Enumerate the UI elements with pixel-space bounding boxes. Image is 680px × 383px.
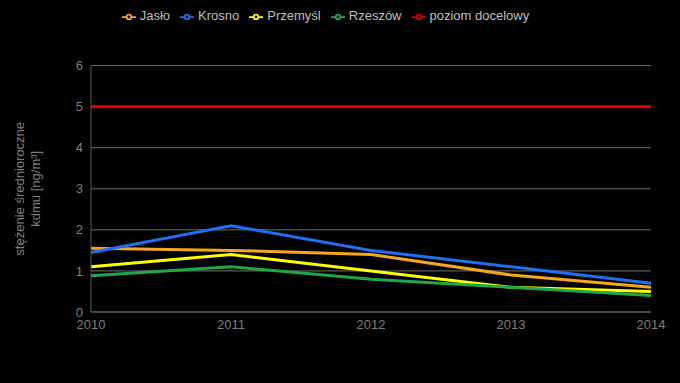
svg-text:2011: 2011 bbox=[217, 317, 245, 332]
svg-text:stężenie średniorocznekdmu [ng: stężenie średniorocznekdmu [ng/m³] bbox=[12, 122, 43, 256]
svg-text:3: 3 bbox=[76, 181, 83, 196]
svg-text:2010: 2010 bbox=[76, 317, 106, 333]
svg-text:2013: 2013 bbox=[497, 317, 526, 332]
svg-text:2012: 2012 bbox=[357, 317, 386, 332]
svg-text:2014: 2014 bbox=[637, 317, 666, 332]
html-text:Przemyśl: Przemyśl bbox=[267, 8, 321, 23]
svg-text:2: 2 bbox=[76, 222, 83, 237]
html-text:Rzeszów: Rzeszów bbox=[348, 8, 402, 23]
html-text:poziom docelowy: poziom docelowy bbox=[429, 8, 530, 23]
svg-text:6: 6 bbox=[76, 58, 83, 73]
svg-text:5: 5 bbox=[76, 99, 83, 114]
svg-text:4: 4 bbox=[76, 140, 83, 155]
svg-text:1: 1 bbox=[76, 264, 83, 279]
html-text:Jasło: Jasło bbox=[139, 8, 171, 23]
html-text:Krosno: Krosno bbox=[198, 8, 240, 23]
svg-text:0: 0 bbox=[76, 305, 83, 320]
